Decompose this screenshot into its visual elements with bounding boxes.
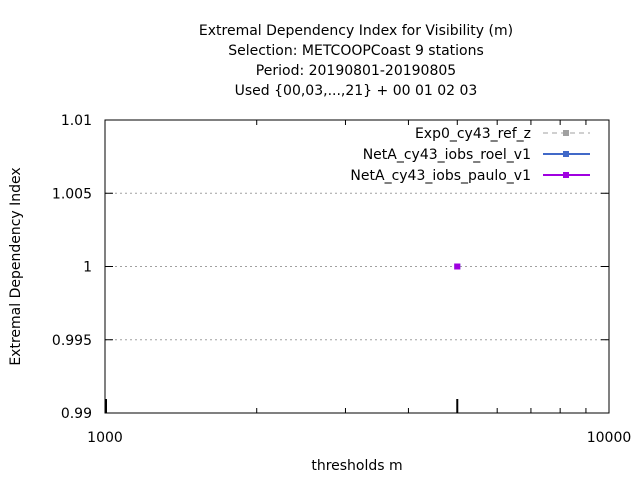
y-tick-label-2: 1 [83,260,92,276]
x-axis-label: thresholds m [311,458,402,474]
legend-label-2: NetA_cy43_iobs_paulo_v1 [350,168,531,184]
legend-label-0: Exp0_cy43_ref_z [415,126,531,142]
x-tick-label-1: 10000 [587,430,632,446]
legend-marker-2 [563,172,569,178]
legend-marker-0 [563,130,569,136]
title-line-1: Extremal Dependency Index for Visibility… [199,23,513,39]
y-tick-label-3: 1.005 [52,186,92,202]
legend-marker-1 [563,151,569,157]
y-tick-labels: 0.99 0.995 1 1.005 1.01 [52,113,92,422]
title-line-4: Used {00,03,...,21} + 00 01 02 03 [235,83,478,99]
title-line-3: Period: 20190801-20190805 [256,63,456,79]
legend-label-1: NetA_cy43_iobs_roel_v1 [363,147,531,163]
chart-title: Extremal Dependency Index for Visibility… [199,23,513,99]
plot-frame [104,119,610,414]
y-tick-label-0: 0.99 [61,406,92,422]
x-tick-labels: 1000 10000 [87,430,631,446]
title-line-2: Selection: METCOOPCoast 9 stations [228,43,484,59]
y-axis-label: Extremal Dependency Index [8,167,24,365]
x-tick-label-0: 1000 [87,430,123,446]
y-tick-label-4: 1.01 [61,113,92,129]
series-2-point-0 [454,263,461,270]
y-tick-label-1: 0.995 [52,333,92,349]
legend: Exp0_cy43_ref_z NetA_cy43_iobs_roel_v1 Net… [350,126,590,184]
grid [105,192,609,341]
series [454,263,461,270]
